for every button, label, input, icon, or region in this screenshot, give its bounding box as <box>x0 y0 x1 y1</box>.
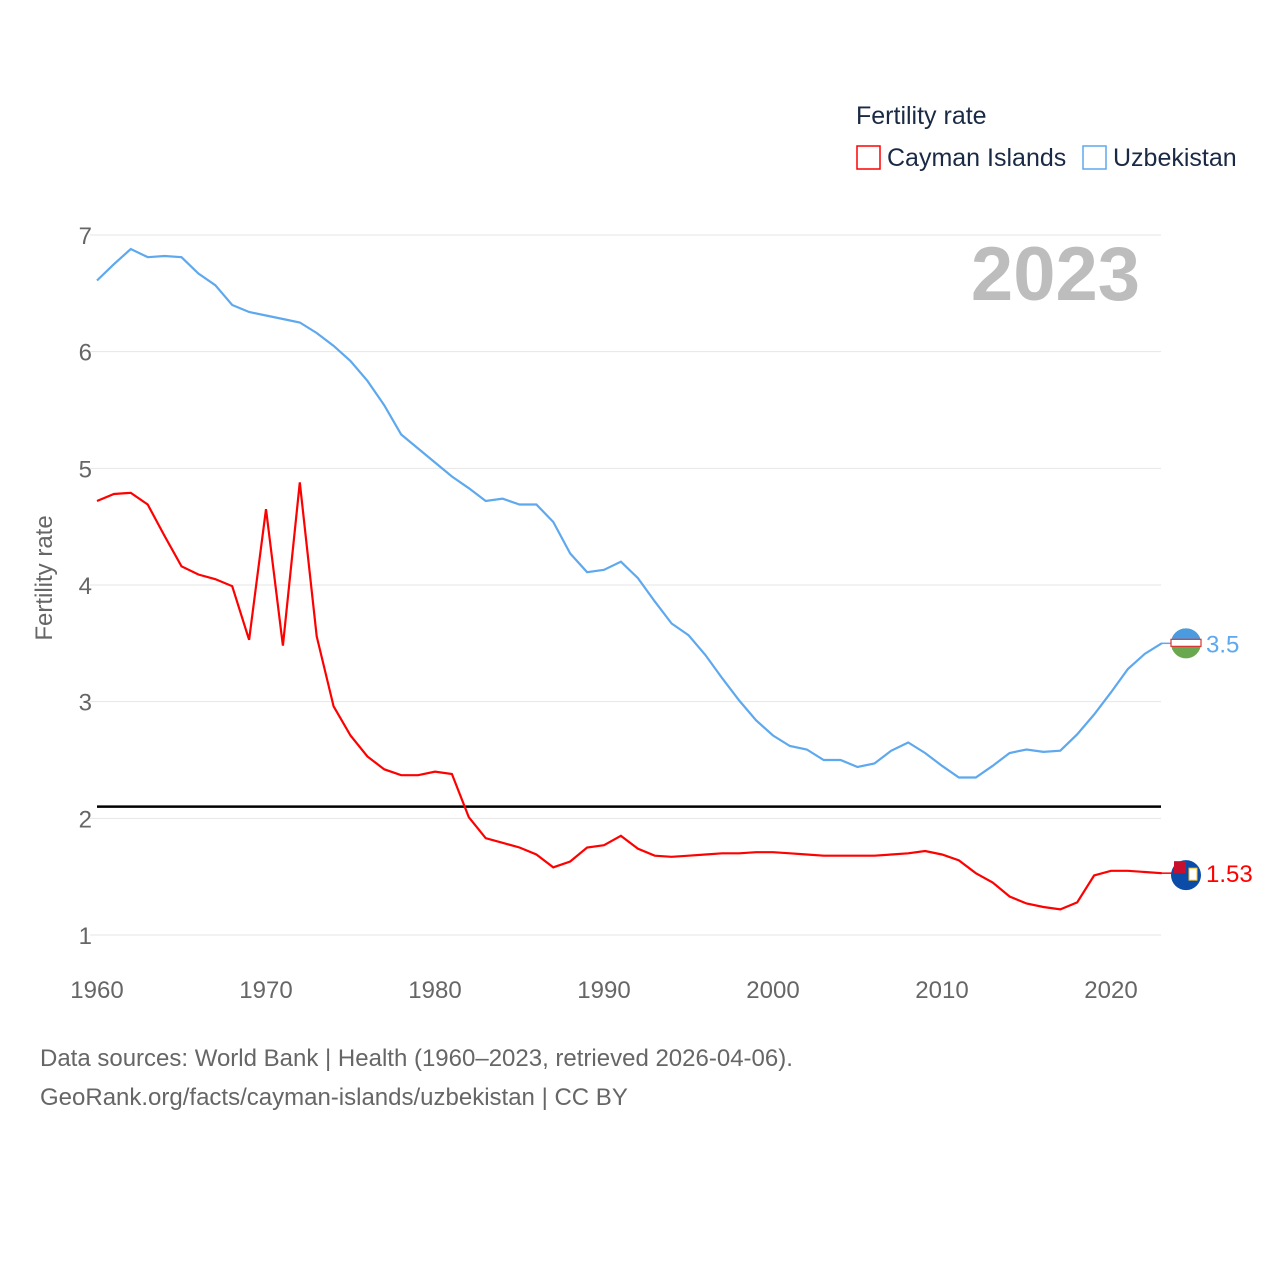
end-value-label-uzbekistan: 3.5 <box>1206 631 1239 658</box>
y-tick-label: 1 <box>79 923 92 950</box>
attribution-link[interactable]: GeoRank.org/facts/cayman-islands/uzbekis… <box>40 1084 628 1111</box>
x-tick-label: 1990 <box>577 977 630 1004</box>
series-line-uzbekistan <box>96 247 1163 779</box>
end-value-label-cayman-islands: 1.53 <box>1206 861 1253 888</box>
legend-swatch-uzbekistan <box>1082 145 1107 170</box>
flag-part <box>1174 861 1186 874</box>
legend-label-cayman-islands: Cayman Islands <box>887 144 1066 172</box>
y-tick-label: 7 <box>79 223 92 250</box>
x-tick-label: 2000 <box>746 977 799 1004</box>
x-tick-label: 1980 <box>408 977 461 1004</box>
y-tick-label: 2 <box>79 806 92 833</box>
y-tick-label: 6 <box>79 340 92 367</box>
year-label: 2023 <box>971 232 1140 317</box>
legend-title: Fertility rate <box>856 102 987 130</box>
x-tick-label: 1960 <box>70 977 123 1004</box>
x-tick-label: 1970 <box>239 977 292 1004</box>
legend-swatch-cayman-islands <box>856 145 881 170</box>
x-tick-label: 2020 <box>1084 977 1137 1004</box>
y-tick-label: 4 <box>79 573 92 600</box>
legend-label-uzbekistan: Uzbekistan <box>1113 144 1237 172</box>
x-tick-label: 2010 <box>915 977 968 1004</box>
y-tick-label: 5 <box>79 456 92 483</box>
series-line-cayman-islands <box>96 482 1162 911</box>
y-axis-label: Fertility rate <box>31 515 58 640</box>
flag-part <box>1170 638 1202 647</box>
y-tick-label: 3 <box>79 690 92 717</box>
data-source-text: Data sources: World Bank | Health (1960–… <box>40 1045 793 1072</box>
flag-part <box>1188 867 1198 881</box>
